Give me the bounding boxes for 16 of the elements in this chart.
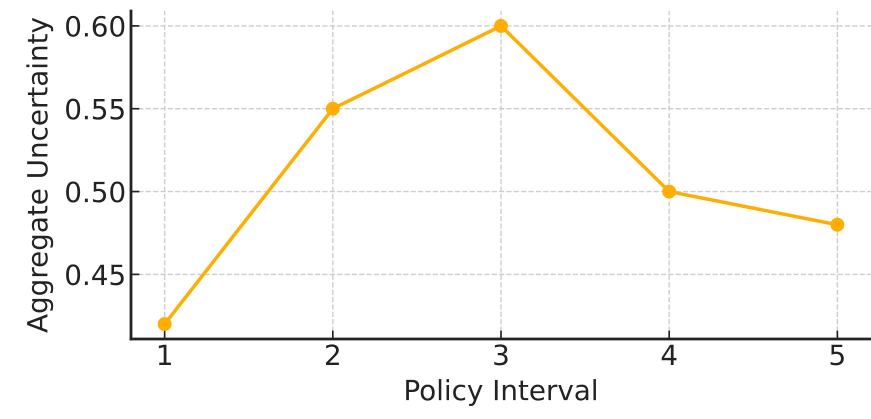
x-tick-label: 2 (326, 344, 339, 365)
point (494, 18, 508, 33)
x-tick-label: 1 (158, 344, 171, 365)
point (326, 102, 340, 116)
x-tick-label: 5 (830, 344, 844, 366)
y-tick-label: 0.60 (66, 16, 124, 37)
point (662, 184, 676, 199)
point (158, 317, 172, 332)
y-tick-label: 0.55 (66, 98, 124, 120)
x-tick-label: 4 (662, 344, 676, 365)
y-axis-title: Aggregate Uncertainty (26, 18, 54, 333)
point (830, 218, 844, 232)
x-axis-title: Policy Interval (406, 379, 596, 406)
y-tick-label: 0.50 (66, 182, 124, 203)
y-tick-label: 0.45 (66, 264, 124, 286)
x-tick-label: 3 (494, 344, 508, 366)
